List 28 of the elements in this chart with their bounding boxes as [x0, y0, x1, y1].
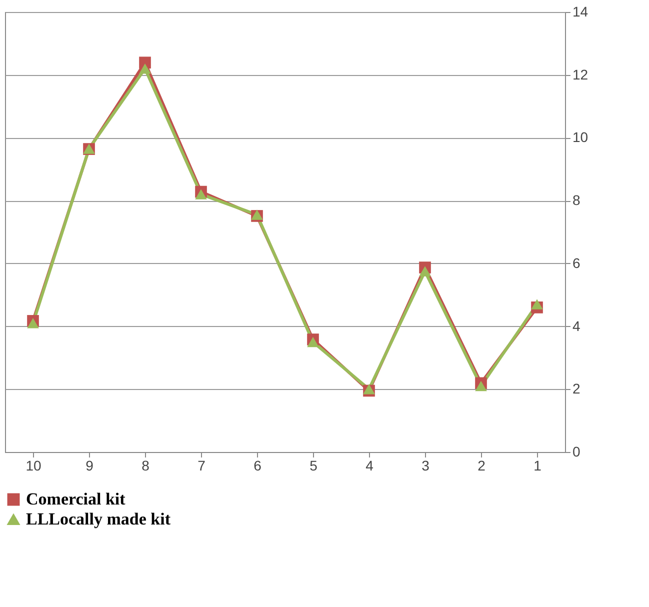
x-tick-label: 2 [478, 458, 486, 474]
point [139, 63, 151, 74]
y-tick-label: 4 [572, 318, 580, 334]
point [195, 189, 207, 200]
x-tick-label: 6 [254, 458, 262, 474]
y-tick-label: 10 [572, 129, 588, 146]
point [419, 266, 431, 276]
y-tick-label: 6 [572, 254, 580, 271]
y-tick-label: 0 [572, 444, 580, 460]
y-tick-label: 12 [572, 66, 588, 82]
x-tick-label: 7 [198, 458, 206, 474]
x-tick-label: 10 [26, 458, 42, 474]
point [475, 380, 487, 392]
y-tick-label: 2 [572, 380, 580, 397]
y-tick-label: 8 [572, 192, 580, 208]
point [363, 384, 375, 394]
point [27, 318, 39, 328]
legend-label: Comercial kit [26, 490, 126, 508]
legend-label: LLLocally made kit [26, 510, 171, 528]
x-tick-label: 3 [422, 458, 430, 474]
x-tick-label: 4 [366, 458, 374, 474]
x-tick-label: 1 [534, 458, 542, 474]
point [531, 299, 543, 310]
y-tick-label: 14 [572, 4, 588, 20]
x-tick-label: 9 [86, 458, 94, 474]
x-tick-label: 5 [310, 458, 318, 474]
x-tick-label: 8 [142, 458, 150, 474]
point [307, 336, 319, 348]
